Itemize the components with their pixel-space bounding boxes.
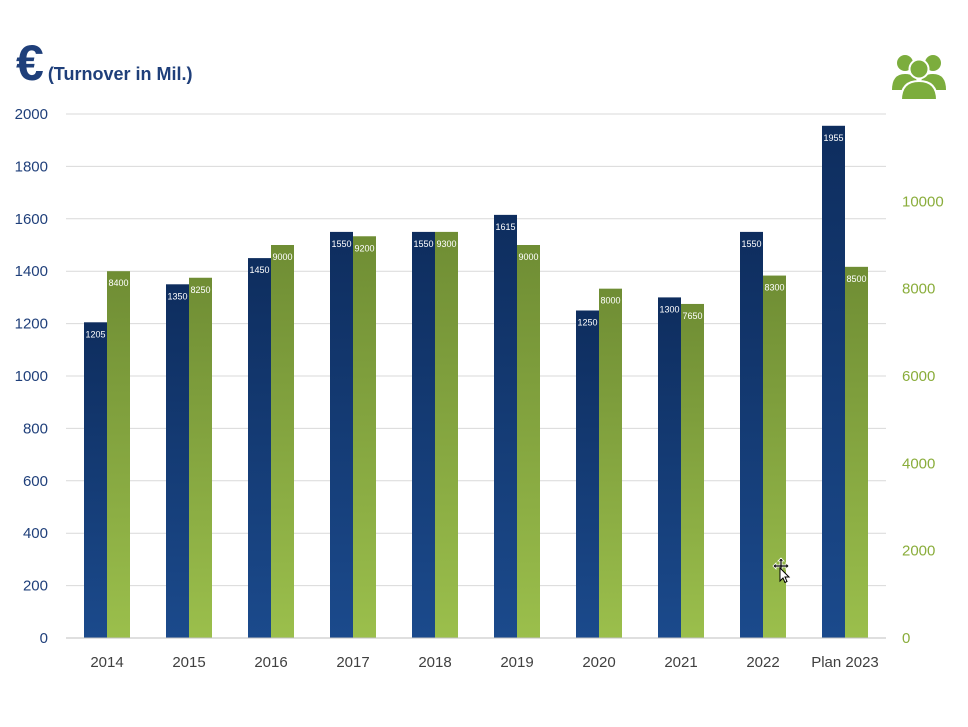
turnover-bar: [576, 310, 599, 638]
employees-bar: [189, 277, 212, 638]
left-axis-tick-label: 600: [23, 473, 48, 490]
left-axis-tick-label: 1000: [15, 368, 48, 385]
euro-currency-symbol: €: [16, 35, 44, 91]
x-axis-tick-label: Plan 2023: [811, 654, 879, 671]
employees-data-label: 9000: [272, 252, 292, 262]
people-group-icon: [892, 55, 946, 101]
employees-data-label: 9200: [354, 243, 374, 253]
employees-bar: [271, 245, 294, 638]
left-axis-tick-label: 1400: [15, 263, 48, 280]
left-axis-tick-label: 2000: [15, 106, 48, 123]
turnover-data-label: 1250: [577, 318, 597, 328]
employees-bar: [599, 288, 622, 638]
turnover-bar: [166, 284, 189, 638]
x-axis-tick-label: 2021: [664, 654, 697, 671]
employees-data-label: 8400: [108, 278, 128, 288]
left-axis-tick-label: 1800: [15, 158, 48, 175]
turnover-data-label: 1350: [167, 291, 187, 301]
turnover-bar: [84, 322, 107, 638]
right-axis-tick-label: 2000: [902, 543, 935, 560]
employees-data-label: 8000: [600, 296, 620, 306]
employees-bar: [681, 303, 704, 638]
employees-bar: [435, 231, 458, 638]
left-axis-tick-label: 1600: [15, 211, 48, 228]
turnover-bar: [740, 231, 763, 638]
turnover-data-label: 1550: [413, 239, 433, 249]
turnover-data-label: 1450: [249, 265, 269, 275]
employees-data-label: 9000: [518, 252, 538, 262]
employees-bar: [353, 236, 376, 638]
x-axis-tick-label: 2022: [746, 654, 779, 671]
right-axis-tick-label: 0: [902, 630, 910, 647]
turnover-bar: [494, 214, 517, 638]
left-axis-tick-label: 0: [40, 630, 48, 647]
right-axis-tick-label: 8000: [902, 281, 935, 298]
turnover-bar: [822, 125, 845, 639]
left-axis-tick-label: 400: [23, 525, 48, 542]
x-axis-tick-label: 2018: [418, 654, 451, 671]
x-axis-tick-label: 2020: [582, 654, 615, 671]
x-axis-tick-label: 2017: [336, 654, 369, 671]
x-axis-tick-label: 2014: [90, 654, 123, 671]
turnover-bar: [330, 231, 353, 638]
employees-bar: [763, 275, 786, 638]
chart-title: € (Turnover in Mil.): [16, 38, 192, 88]
turnover-bar: [248, 258, 271, 638]
turnover-data-label: 1205: [85, 329, 105, 339]
employees-data-label: 9300: [436, 239, 456, 249]
turnover-data-label: 1955: [823, 133, 843, 143]
employees-data-label: 8300: [764, 283, 784, 293]
employees-bar: [845, 266, 868, 638]
turnover-data-label: 1615: [495, 222, 515, 232]
x-axis-tick-label: 2019: [500, 654, 533, 671]
right-axis-tick-label: 4000: [902, 455, 935, 472]
x-axis-tick-label: 2015: [172, 654, 205, 671]
employees-data-label: 7650: [682, 311, 702, 321]
left-axis-tick-label: 200: [23, 578, 48, 595]
employees-bar: [517, 245, 540, 638]
right-axis-tick-label: 6000: [902, 368, 935, 385]
employees-data-label: 8500: [846, 274, 866, 284]
turnover-data-label: 1550: [331, 239, 351, 249]
x-axis-tick-label: 2016: [254, 654, 287, 671]
move-cursor-icon: [772, 557, 791, 583]
right-axis-tick-label: 10000: [902, 193, 944, 210]
employees-bar: [107, 271, 130, 638]
left-axis-tick-label: 800: [23, 420, 48, 437]
employees-data-label: 8250: [190, 285, 210, 295]
turnover-bar: [412, 231, 435, 638]
turnover-data-label: 1300: [659, 304, 679, 314]
left-axis-tick-label: 1200: [15, 316, 48, 333]
chart-subtitle: (Turnover in Mil.): [47, 64, 193, 84]
turnover-bar: [658, 297, 681, 638]
turnover-data-label: 1550: [741, 239, 761, 249]
